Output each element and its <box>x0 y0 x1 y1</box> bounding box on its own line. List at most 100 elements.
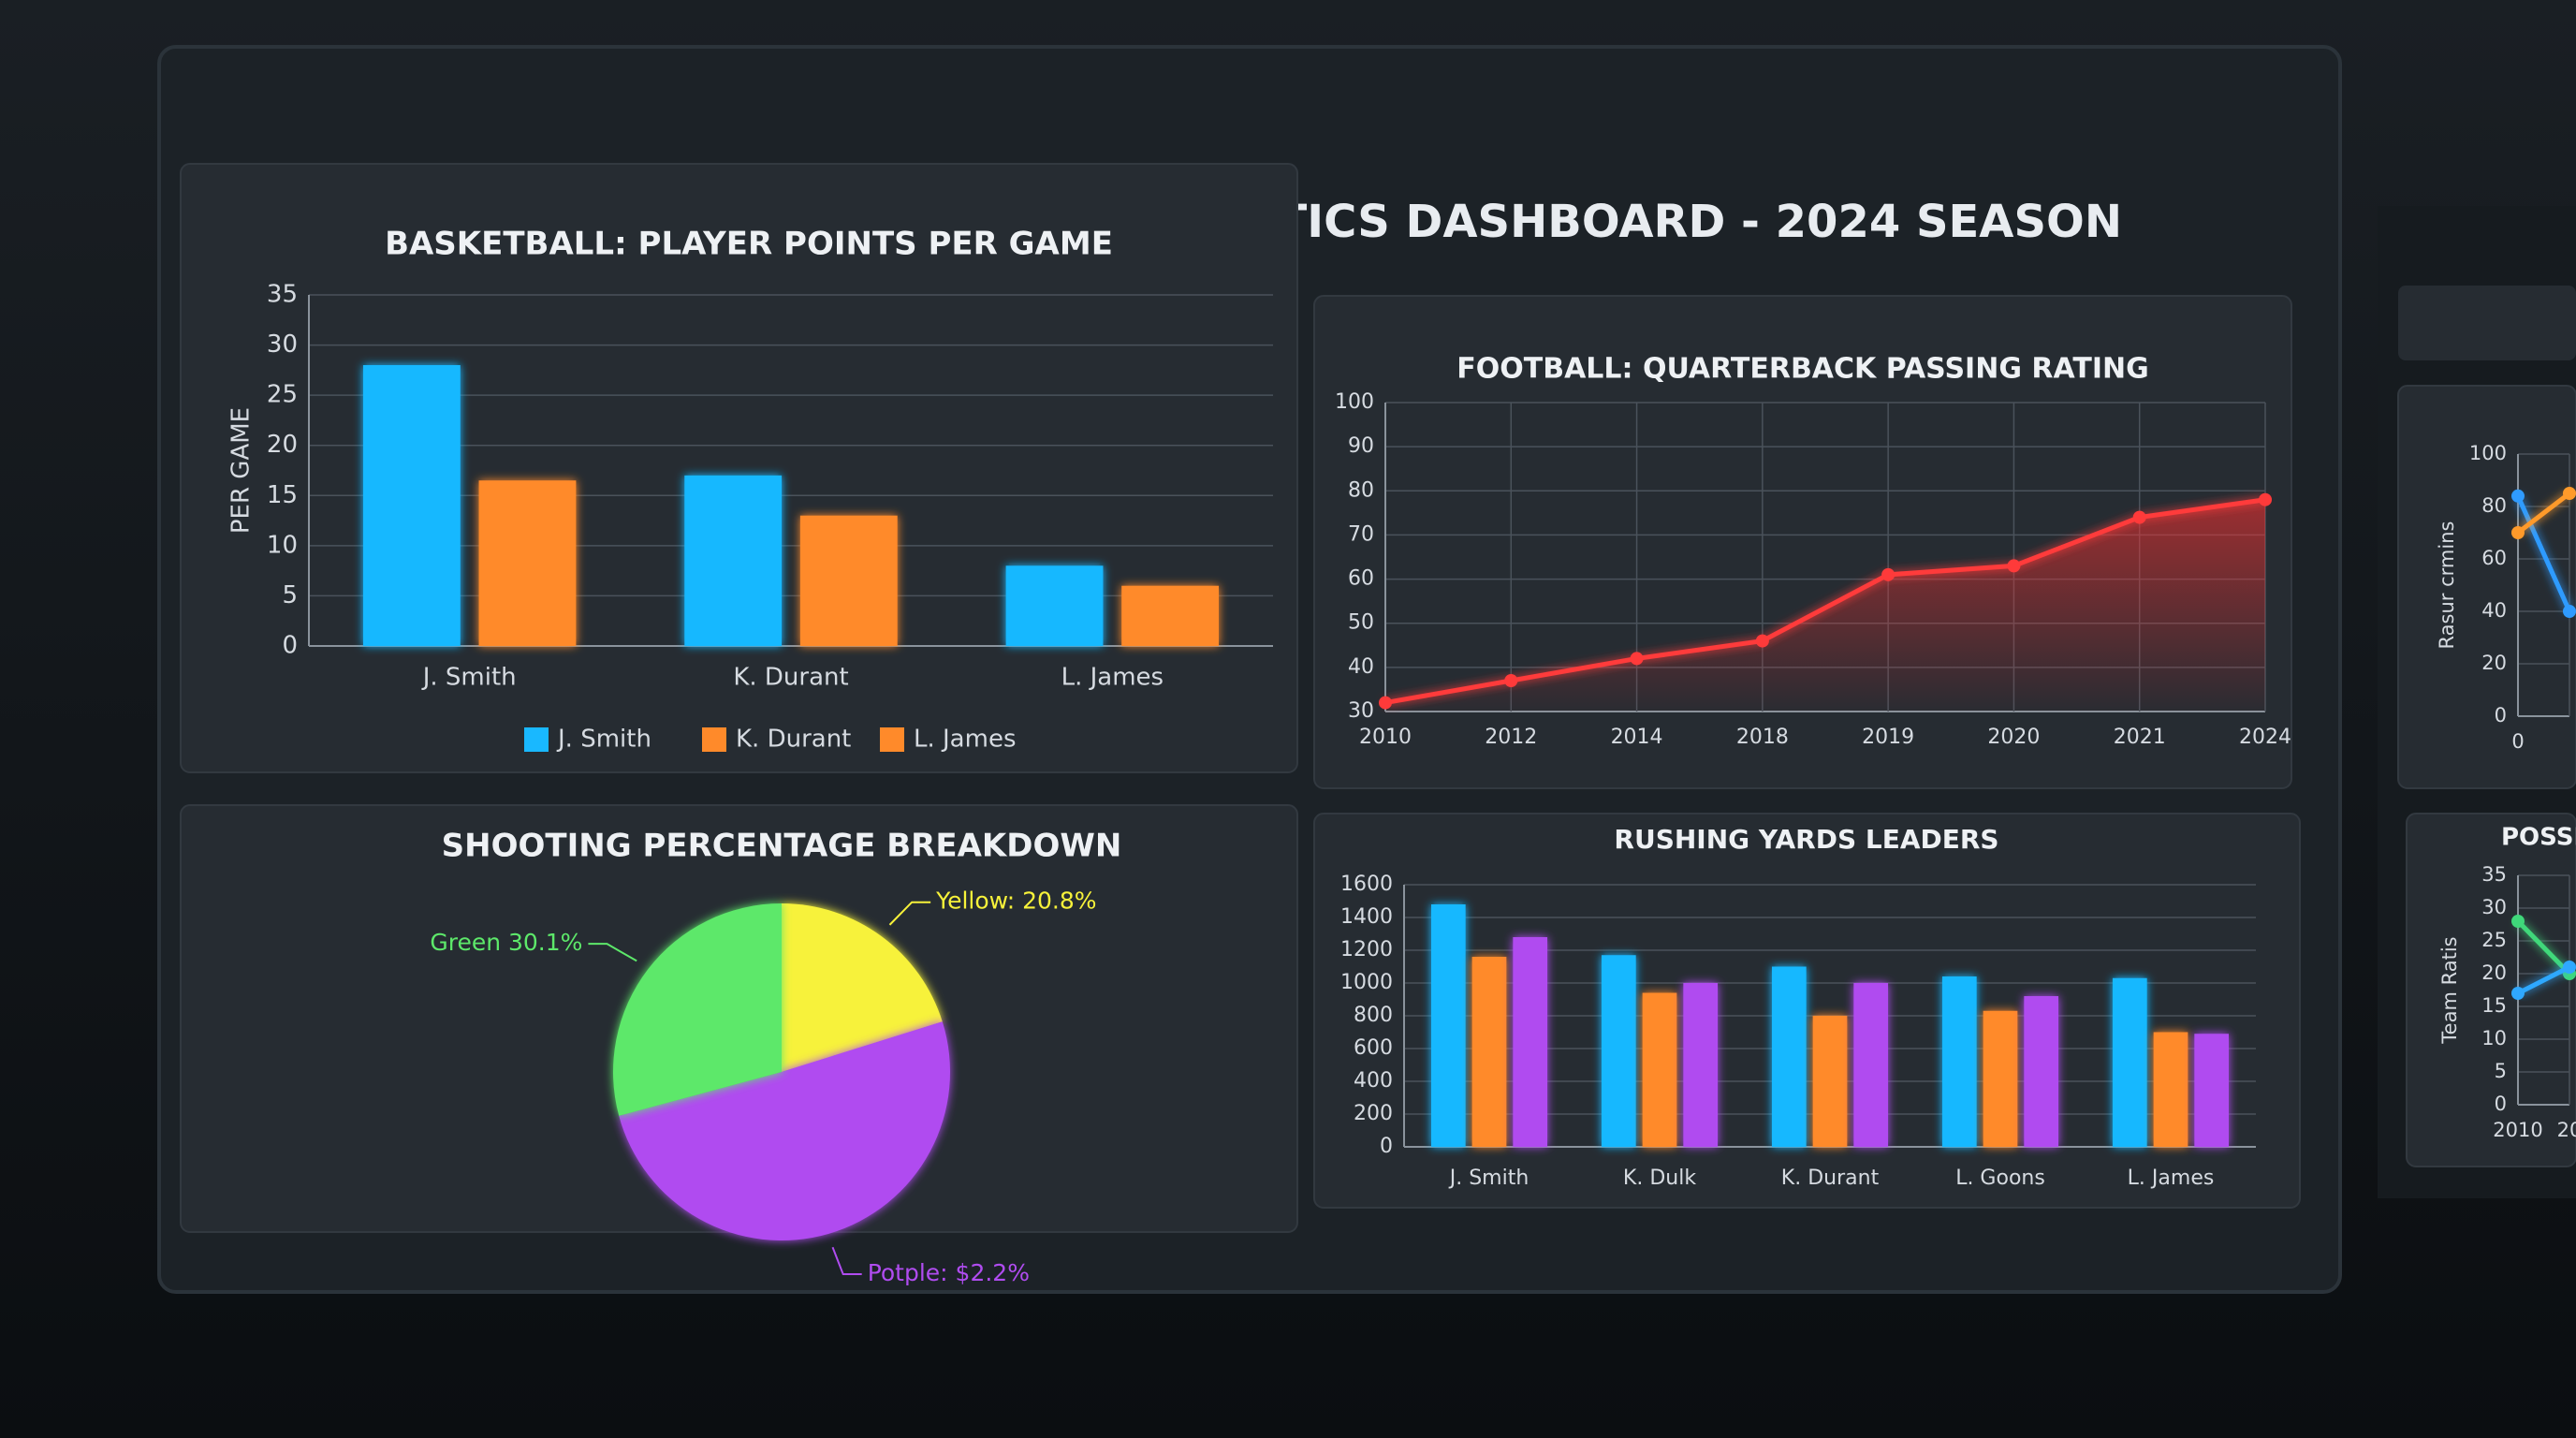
y-tick-label: 90 <box>1348 434 1374 458</box>
leader-line <box>831 1246 862 1276</box>
bar <box>1853 983 1889 1147</box>
leader-line <box>588 943 637 962</box>
legend-swatch <box>524 727 549 752</box>
y-tick-label: 1000 <box>1340 971 1393 994</box>
point <box>1881 567 1895 581</box>
x-tick-label: 2010 <box>2493 1119 2542 1141</box>
bar <box>1471 957 1507 1147</box>
bar <box>2153 1032 2188 1147</box>
bar <box>2024 996 2059 1147</box>
data-label: Yellow: 20.8% <box>935 888 1096 915</box>
leader-line <box>888 901 931 926</box>
bar <box>2112 977 2147 1147</box>
x-tick-label: 2020 <box>1987 726 2040 749</box>
line <box>2516 964 2571 996</box>
y-axis-label: PER GAME <box>227 407 256 534</box>
y-tick-label: 1600 <box>1340 873 1393 896</box>
y-tick-label: 0 <box>282 632 298 660</box>
point <box>2563 605 2576 618</box>
y-tick-label: 80 <box>2481 494 2507 517</box>
x-tick-label: 2010 <box>1359 726 1412 749</box>
bar <box>1642 992 1677 1147</box>
y-tick-label: 10 <box>2481 1027 2507 1049</box>
point <box>1755 634 1769 648</box>
legend-label: J. Smith <box>556 726 651 754</box>
legend-label: L. James <box>914 726 1016 754</box>
chart-title: BASKETBALL: PLAYER POINTS PER GAME <box>385 226 1113 263</box>
y-tick-label: 50 <box>1348 611 1374 635</box>
chart-title: POSSIN <box>2501 824 2576 852</box>
chart-panel: SHOOTING PERCENTAGE BREAKDOWN Yellow: 20.… <box>180 804 1298 1286</box>
data-label: Potple: $2.2% <box>868 1259 1030 1286</box>
point <box>2511 915 2525 928</box>
bar <box>1121 585 1220 646</box>
bar <box>1513 937 1548 1147</box>
y-tick-label: 15 <box>267 481 298 509</box>
y-axis-label: Team Ratis <box>2438 936 2461 1044</box>
point <box>2007 559 2021 573</box>
point <box>2511 987 2525 1000</box>
bar <box>1005 565 1104 646</box>
chart-panel: 0 20 40 60 80 100 Rasur crmins 0 <box>2397 385 2576 789</box>
x-tick-label: K. Durant <box>1781 1167 1880 1190</box>
data-label: Green 30.1% <box>430 929 582 956</box>
chart-title: SHOOTING PERCENTAGE BREAKDOWN <box>442 828 1122 865</box>
point <box>2511 489 2525 503</box>
chart-panel: POSSIN 0 5 10 15 20 25 30 35 Team Ratis 2010 20 <box>2406 813 2576 1167</box>
y-tick-label: 20 <box>2481 652 2507 674</box>
x-tick-label: J. Smith <box>421 664 517 692</box>
y-tick-label: 35 <box>267 281 298 309</box>
pie-slice <box>613 903 782 1116</box>
y-tick-label: 100 <box>1335 390 1374 414</box>
bar <box>362 365 461 646</box>
point <box>2259 492 2272 506</box>
x-tick-label: 2018 <box>1736 726 1789 749</box>
line <box>2516 492 2571 535</box>
panel-background <box>2397 385 2576 789</box>
x-tick-label: 2024 <box>2239 726 2291 749</box>
x-tick-label: 2014 <box>1611 726 1663 749</box>
y-tick-label: 30 <box>267 330 298 359</box>
x-tick-label: 20 <box>2557 1119 2576 1141</box>
y-tick-label: 1200 <box>1340 938 1393 961</box>
bar <box>1683 983 1719 1147</box>
y-tick-label: 40 <box>1348 655 1374 679</box>
y-tick-label: 15 <box>2481 994 2507 1017</box>
y-tick-label: 400 <box>1354 1069 1393 1093</box>
y-tick-label: 30 <box>1348 699 1374 723</box>
line <box>1384 497 2266 706</box>
x-tick-label: 0 <box>2511 730 2524 753</box>
y-tick-label: 25 <box>2481 929 2507 951</box>
y-tick-label: 0 <box>2495 1093 2507 1115</box>
point <box>2132 510 2146 524</box>
point <box>1504 674 1518 687</box>
y-tick-label: 30 <box>2481 896 2507 918</box>
y-tick-label: 10 <box>267 531 298 559</box>
point <box>1379 696 1392 710</box>
area-fill <box>1385 499 2265 712</box>
bar <box>1941 976 1977 1147</box>
bar <box>1812 1016 1848 1147</box>
legend-label: K. Durant <box>736 726 851 754</box>
y-tick-label: 40 <box>2481 599 2507 622</box>
x-tick-label: L. James <box>1061 664 1164 692</box>
bar <box>1983 1010 2018 1147</box>
point <box>2563 961 2576 974</box>
chart-panel: BASKETBALL: PLAYER POINTS PER GAME 0 5 10 15… <box>180 163 1298 773</box>
x-tick-label: L. James <box>2128 1167 2215 1190</box>
x-tick-label: K. Durant <box>733 664 848 692</box>
y-tick-label: 0 <box>1380 1135 1393 1158</box>
bar <box>1771 966 1807 1147</box>
legend-swatch <box>702 727 726 752</box>
y-tick-label: 200 <box>1354 1102 1393 1125</box>
y-tick-label: 80 <box>1348 478 1374 502</box>
x-tick-label: J. Smith <box>1448 1167 1530 1190</box>
y-tick-label: 20 <box>267 431 298 459</box>
bar <box>1601 955 1636 1147</box>
y-tick-label: 600 <box>1354 1036 1393 1060</box>
chart-panel: FOOTBALL: QUARTERBACK PASSING RATING 30 40… <box>1313 295 2292 789</box>
chart-title: FOOTBALL: QUARTERBACK PASSING RATING <box>1456 353 2148 386</box>
y-tick-label: 20 <box>2481 961 2507 984</box>
